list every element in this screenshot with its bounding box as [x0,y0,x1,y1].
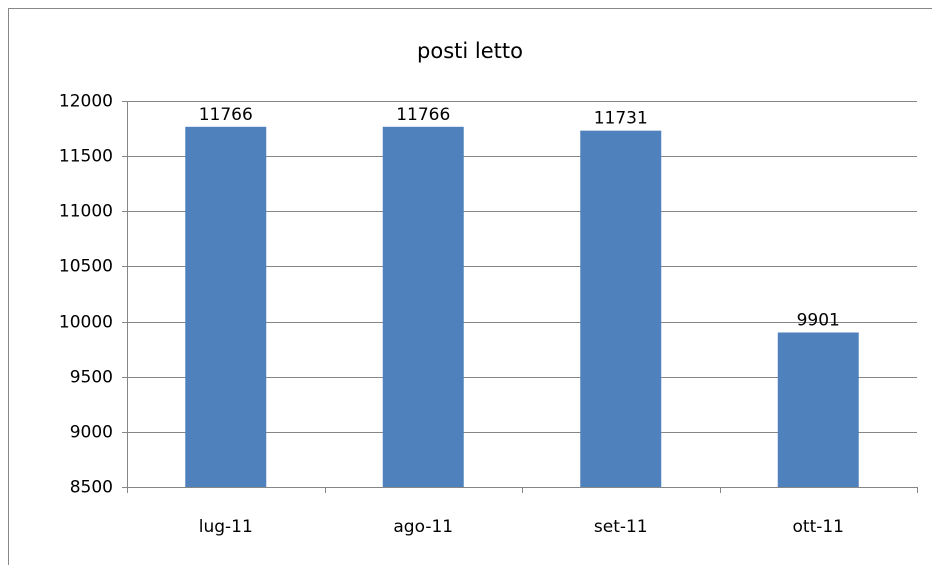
data-label: 11766 [396,105,450,125]
y-tick-label: 9500 [70,368,113,388]
y-tick-label: 10500 [59,257,113,277]
x-tick-label: ago-11 [393,517,453,537]
x-tick-label: lug-11 [199,517,253,537]
y-tick-label: 11500 [59,147,113,167]
y-tick-label: 12000 [59,92,113,112]
y-tick-label: 10000 [59,313,113,333]
bar [383,127,464,487]
data-label: 11731 [594,109,648,129]
bar [185,127,266,487]
y-tick-label: 11000 [59,202,113,222]
data-label: 11766 [199,105,253,125]
chart-title: posti letto [417,39,523,63]
bar [778,332,859,487]
bar [580,131,661,487]
data-label: 9901 [797,310,840,330]
y-tick-label: 9000 [70,423,113,443]
x-tick-label: set-11 [594,517,648,537]
y-tick-label: 8500 [70,478,113,498]
x-tick-label: ott-11 [793,517,845,537]
